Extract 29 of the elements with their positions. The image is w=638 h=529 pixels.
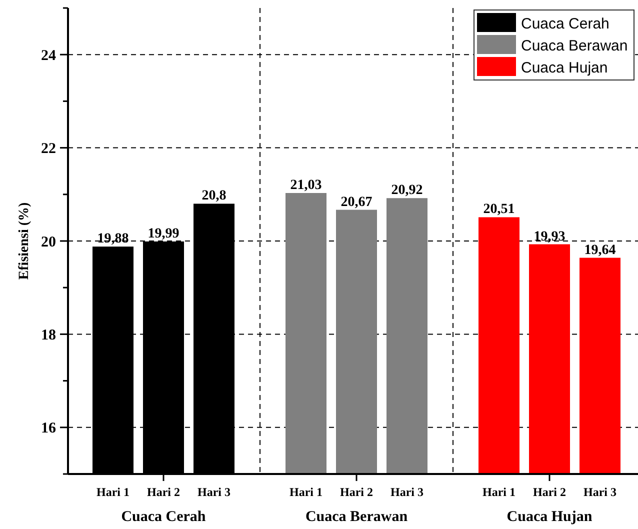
y-tick-label: 20 (41, 234, 56, 250)
data-label: 19,64 (584, 242, 616, 258)
data-label: 19,99 (148, 226, 180, 242)
data-label: 20,92 (391, 183, 423, 198)
x-tick-label: Hari 1 (96, 485, 130, 499)
y-tick-label: 22 (41, 141, 56, 158)
data-label: 20,8 (202, 188, 226, 204)
data-label: 20,51 (483, 202, 515, 218)
data-label: 19,93 (534, 229, 566, 244)
y-tick-label: 16 (41, 420, 56, 437)
legend-label: Cuaca Cerah (521, 15, 610, 32)
legend-label: Cuaca Berawan (521, 37, 628, 54)
x-tick-label: Hari 3 (198, 485, 230, 499)
x-tick-label: Hari 2 (147, 485, 180, 499)
text: Cuaca Berawan (305, 509, 408, 525)
x-tick-label: Hari 2 (533, 485, 566, 499)
legend-label: Cuaca Hujan (521, 59, 608, 76)
text: Cuaca Hujan (506, 509, 592, 525)
x-tick-label: Hari 3 (390, 485, 424, 499)
y-axis-title: Efisiensi (%) (17, 202, 32, 280)
x-tick-label: Hari 3 (584, 485, 616, 499)
data-label: 21,03 (290, 178, 322, 193)
x-tick-label: Hari 1 (482, 485, 516, 499)
text: Cuaca Cerah (121, 509, 206, 525)
data-label: 20,67 (340, 194, 372, 210)
y-tick-label: 18 (41, 327, 56, 344)
x-tick-label: Hari 1 (290, 485, 322, 499)
y-tick-label: 24 (41, 48, 56, 64)
x-tick-label: Hari 2 (340, 485, 373, 499)
